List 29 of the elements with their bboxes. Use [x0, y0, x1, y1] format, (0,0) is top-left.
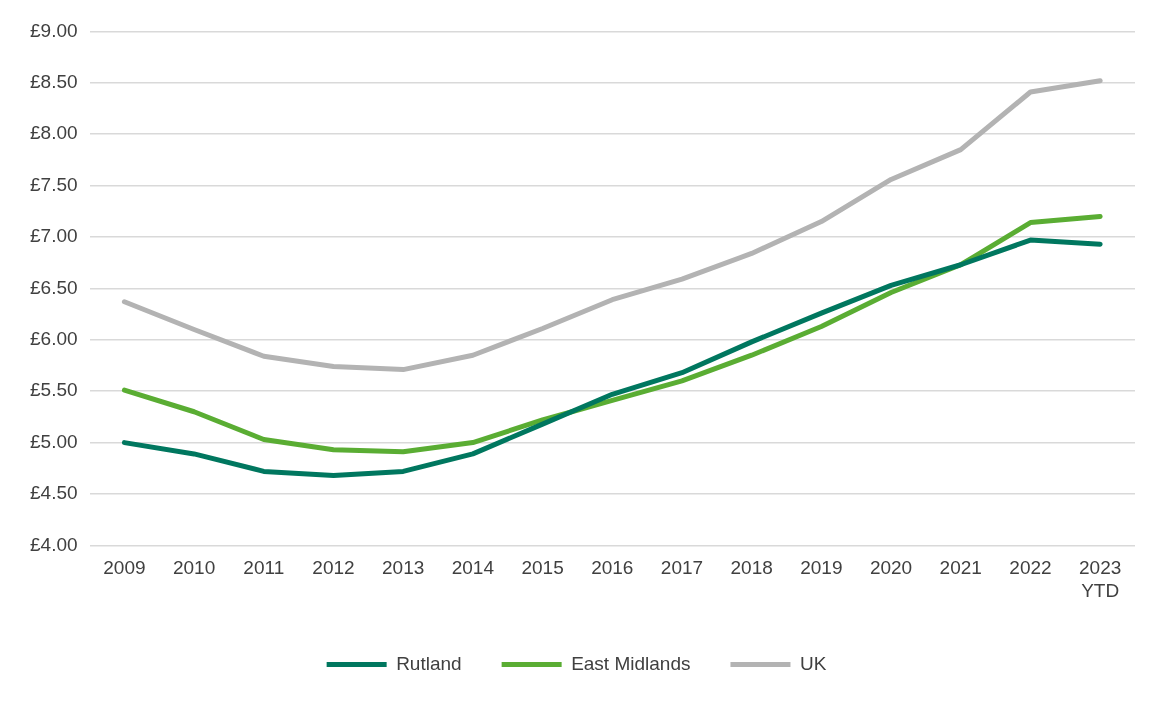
y-tick-label: £5.50 [30, 379, 78, 401]
y-tick-label: £6.50 [30, 276, 78, 298]
x-tick-label: 2016 [591, 557, 634, 579]
y-tick-label: £4.50 [30, 482, 78, 504]
x-tick-label: 2018 [730, 557, 773, 579]
y-tick-label: £7.00 [30, 225, 78, 247]
y-tick-label: £4.00 [30, 533, 78, 555]
x-tick-label: 2019 [800, 557, 843, 579]
x-tick-label: 2022 [1009, 557, 1052, 579]
x-tick-label: 2021 [939, 557, 982, 579]
x-tick-label: 2017 [660, 557, 704, 579]
x-tick-label: 2023 YTD [1079, 557, 1122, 601]
x-tick-label: 2015 [521, 557, 564, 579]
y-tick-label: £9.00 [30, 19, 78, 41]
y-tick-label: £5.00 [30, 430, 78, 452]
x-tick-label: 2012 [312, 557, 355, 579]
x-tick-label: 2009 [103, 557, 146, 579]
y-tick-label: £8.00 [30, 122, 78, 144]
x-tick-label: 2013 [382, 557, 425, 579]
x-tick-label: 2010 [172, 557, 216, 579]
y-tick-label: £7.50 [30, 173, 78, 195]
legend-label: East Midlands [571, 652, 691, 674]
x-tick-label: 2014 [451, 557, 495, 579]
y-tick-label: £6.00 [30, 328, 78, 350]
legend-label: Rutland [396, 652, 462, 674]
y-tick-label: £8.50 [30, 71, 78, 93]
x-tick-label: 2020 [869, 557, 913, 579]
legend-label: UK [799, 652, 827, 674]
x-tick-label: 2011 [243, 557, 285, 579]
